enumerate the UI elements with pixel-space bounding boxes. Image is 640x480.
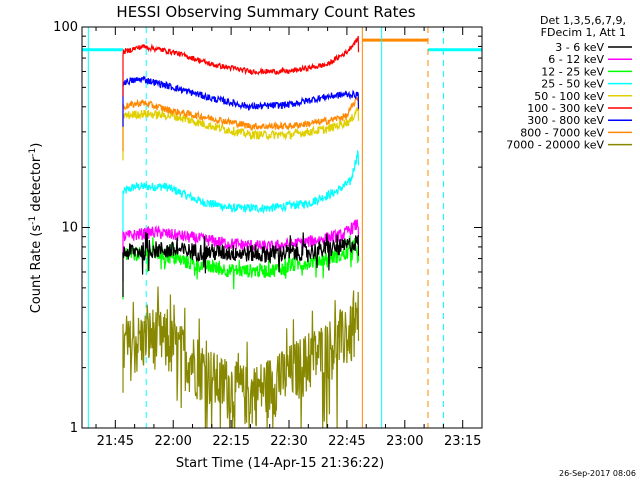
series-line [122, 106, 360, 161]
series-line [122, 35, 360, 97]
generation-timestamp: 26-Sep-2017 08:06 [559, 469, 636, 478]
x-tick-label: 21:45 [97, 434, 134, 449]
y-tick-label: 10 [61, 221, 78, 236]
series-line [122, 219, 360, 282]
x-tick-label: 22:15 [212, 434, 249, 449]
plot-frame [81, 26, 483, 429]
legend-entry-label: 6 - 12 keV [548, 53, 604, 66]
y-axis-label: Count Rate (s-1 detector-1) [28, 143, 44, 314]
series-line [122, 96, 360, 152]
y-axis: 1 10 100 [53, 20, 482, 436]
legend-header: FDecim 1, Att 1 [541, 26, 626, 39]
y-axis-label-sup: -1 [28, 148, 38, 157]
legend-entry-label: 3 - 6 keV [555, 41, 604, 54]
y-axis-label-part: detector [29, 156, 44, 216]
chart-title: HESSI Observing Summary Count Rates [116, 3, 415, 21]
legend-header: Det 1,3,5,6,7,9, [540, 14, 626, 27]
series-line [122, 150, 360, 237]
legend-entry-label: 100 - 300 keV [527, 102, 604, 115]
series-line [122, 286, 360, 429]
legend-entry-label: 50 - 100 keV [534, 90, 604, 103]
y-axis-label-sup: -1 [28, 216, 38, 225]
y-tick-label: 1 [70, 421, 78, 436]
x-tick-label: 22:45 [328, 434, 365, 449]
x-axis-label: Start Time (14-Apr-15 21:36:22) [176, 456, 384, 471]
legend-entry-label: 800 - 7000 keV [520, 126, 604, 139]
y-tick-label: 100 [53, 20, 78, 35]
x-tick-label: 22:00 [154, 434, 191, 449]
x-tick-label: 23:00 [386, 434, 423, 449]
legend-entry-label: 300 - 800 keV [527, 114, 604, 127]
y-axis-label-part: Count Rate (s [29, 225, 44, 314]
legend-entry-label: 25 - 50 keV [541, 78, 604, 91]
legend: Det 1,3,5,6,7,9,FDecim 1, Att 1 3 - 6 keV… [506, 14, 632, 152]
x-axis: 21:45 22:00 22:15 22:30 22:45 23:00 23:15 [95, 27, 483, 449]
x-tick-label: 23:15 [444, 434, 481, 449]
series-line [122, 75, 360, 127]
series-line [122, 232, 360, 297]
y-axis-label-part: ) [29, 143, 44, 148]
plot-area [82, 27, 482, 429]
x-tick-label: 22:30 [270, 434, 307, 449]
legend-entry-label: 12 - 25 keV [541, 65, 604, 78]
legend-entry-label: 7000 - 20000 keV [506, 139, 604, 152]
